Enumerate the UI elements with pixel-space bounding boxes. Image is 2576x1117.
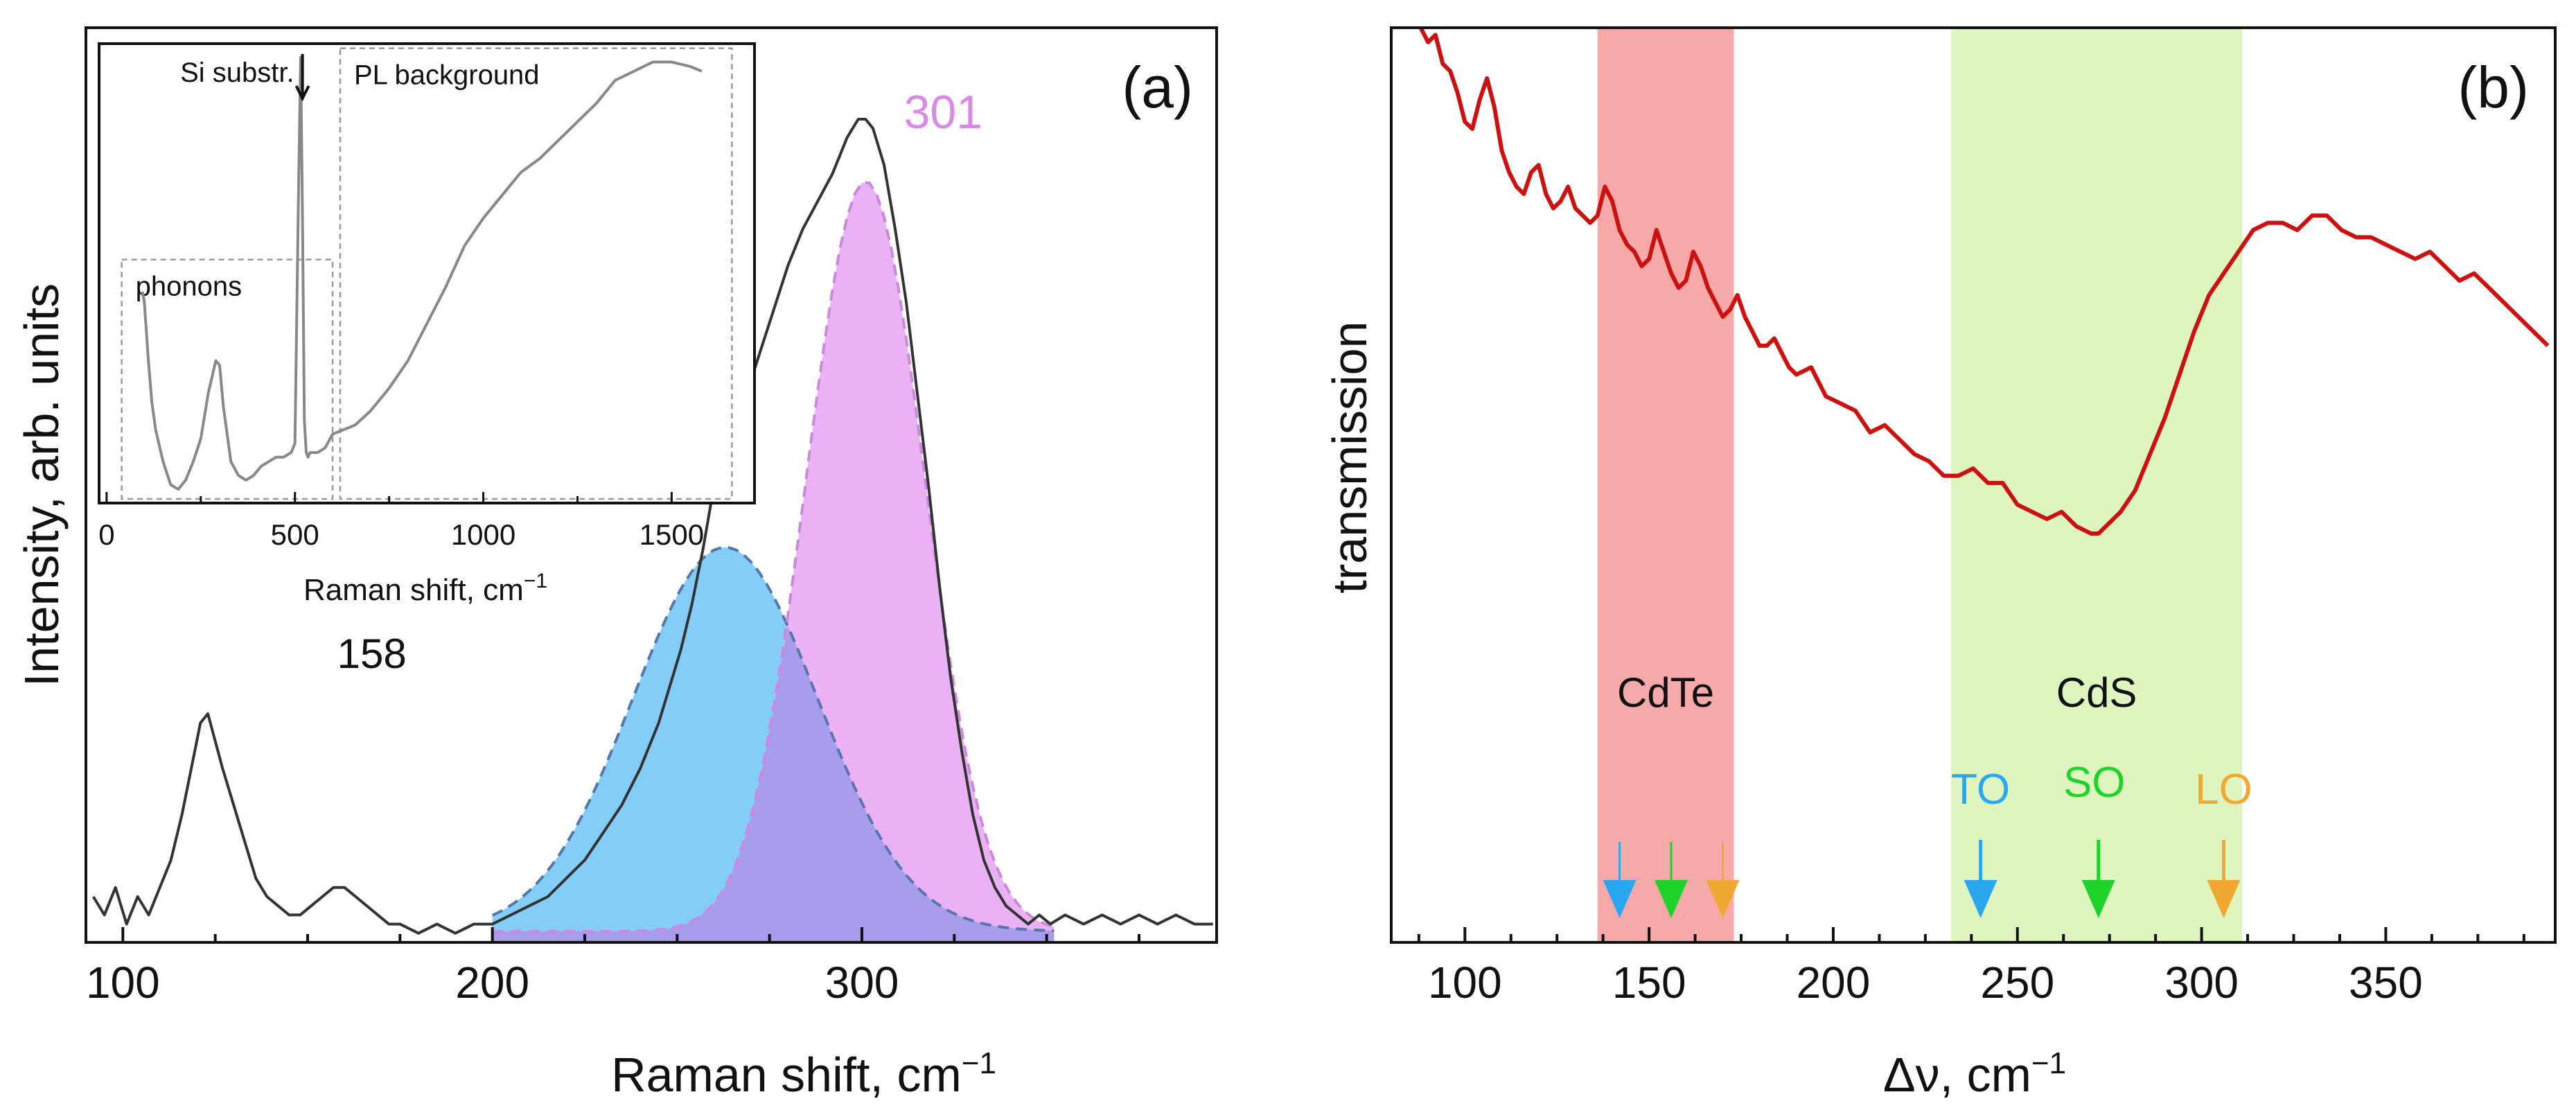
inset-tick-label: 0	[98, 518, 114, 551]
mode-arrow-head	[2081, 880, 2115, 918]
peak-annotation: 158	[337, 631, 407, 677]
spectral-bands	[1597, 28, 2243, 942]
x-tick-label: 200	[455, 958, 529, 1008]
x-tick-label: 350	[2349, 958, 2423, 1008]
panel-b-ylabel: transmission	[1323, 322, 1377, 594]
inset-xlabel: Raman shift, cm−1	[303, 570, 547, 607]
x-tick-label: 100	[1428, 958, 1502, 1008]
band-263-envelope	[491, 546, 1055, 933]
panel-a-x-axis: 100 200 300	[86, 927, 1140, 1008]
mode-arrows	[1603, 840, 2241, 918]
panel-a-ylabel: Intensity, arb. units	[15, 283, 69, 687]
cdte-label: CdTe	[1617, 669, 1714, 716]
fitted-bands	[491, 181, 1055, 942]
mode-arrow-head	[1603, 880, 1637, 918]
mode-arrow-head	[1655, 880, 1688, 918]
panel-a: 100 200 300 (a) Raman shift, cm−1 Intensit…	[15, 26, 1218, 1102]
x-tick-label: 100	[86, 958, 160, 1008]
cdte-band	[1597, 28, 1734, 942]
raw-spectrum-layer	[91, 118, 1213, 935]
panel-b-frame	[1390, 26, 2557, 944]
inset-spectrum-layer	[141, 55, 703, 491]
band-labels: CdTe CdS	[1617, 669, 2137, 716]
mode-label-to: TO	[1951, 766, 2010, 813]
mode-arrow-head	[1706, 880, 1740, 918]
band-301-envelope	[492, 181, 1055, 933]
panel-a-label: (a)	[1122, 55, 1193, 120]
panel-a-xlabel: Raman shift, cm−1	[611, 1046, 996, 1102]
x-tick-label: 150	[1612, 958, 1686, 1008]
si-substrate-arrow	[294, 54, 310, 102]
inset-spectrum-line	[141, 55, 703, 491]
x-tick-label: 300	[825, 958, 899, 1008]
si-substrate-label: Si substr.	[180, 58, 294, 88]
panel-b-x-axis: 100 150 200 250 300 350	[1417, 927, 2525, 1008]
inset-region-box	[121, 258, 334, 500]
inset-region-box	[339, 47, 733, 500]
panel-a-frame	[85, 26, 1218, 944]
transmission-line	[1418, 26, 2550, 536]
mode-arrow-head	[2207, 880, 2241, 918]
inset-tick-label: 1000	[451, 518, 515, 551]
x-tick-label: 200	[1797, 958, 1871, 1008]
panel-b-label: (b)	[2458, 55, 2529, 120]
inset-tick-label: 1500	[639, 518, 704, 551]
mode-label-lo: LO	[2195, 766, 2252, 813]
si-substrate-marker: Si substr.	[180, 54, 310, 102]
x-tick-label: 300	[2164, 958, 2239, 1008]
band-overlap-fill	[492, 626, 1055, 942]
mode-labels: TO SO LO	[1951, 759, 2252, 813]
band-301-label: 301	[904, 86, 982, 139]
inset-regions: phonons PL background	[121, 47, 733, 500]
phonons-label: phonons	[136, 272, 242, 302]
x-tick-label: 250	[1980, 958, 2054, 1008]
inset-x-axis: 0 500 1000 1500	[98, 492, 704, 551]
panel-b-xlabel: Δν, cm−1	[1883, 1046, 2066, 1102]
inset-chart: phonons PL background 0 500 1000 1500 Si sub…	[98, 42, 756, 607]
pl-background-label: PL background	[354, 60, 540, 91]
mode-arrow-head	[1964, 880, 1997, 918]
cds-label: CdS	[2056, 669, 2137, 716]
panel-b: 100 150 200 250 300 350 (b) Δν, cm−1 transmis…	[1323, 26, 2557, 1102]
inset-frame	[98, 42, 756, 504]
inset-tick-label: 500	[271, 518, 319, 551]
mode-label-so: SO	[2063, 759, 2126, 807]
transmission-layer	[1418, 26, 2550, 536]
raw-spectrum-line	[91, 118, 1213, 935]
band-301-fill	[492, 182, 1055, 942]
